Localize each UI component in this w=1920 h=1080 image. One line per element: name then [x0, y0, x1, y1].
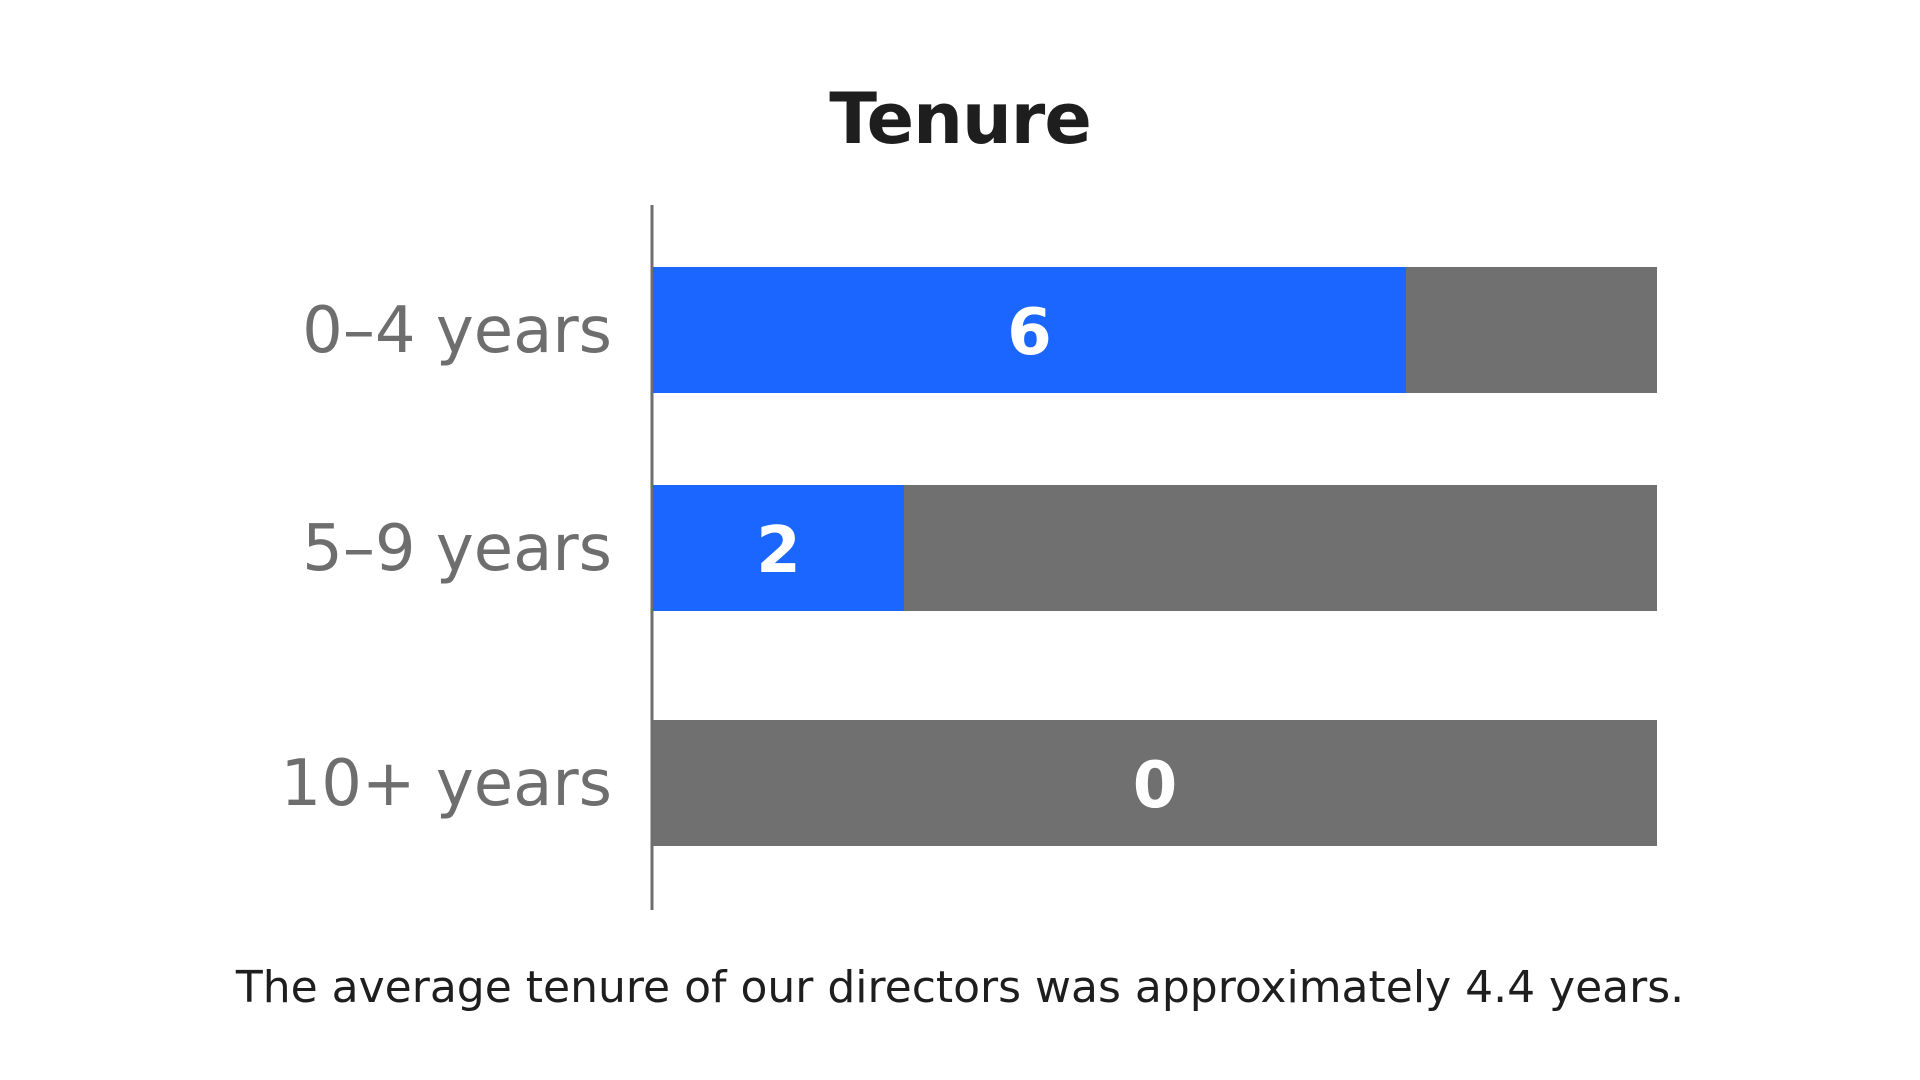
bar-value-label: 0 — [1133, 749, 1178, 823]
bar-value-label: 6 — [1007, 296, 1052, 370]
bar-value-label: 2 — [756, 514, 801, 588]
category-label: 0–4 years — [302, 294, 612, 368]
bar-value — [653, 267, 1406, 393]
category-label: 5–9 years — [302, 512, 612, 586]
bar-value — [653, 485, 904, 611]
chart-title: Tenure — [829, 78, 1092, 160]
bars-group: 0–4 years 6 5–9 years 2 10+ years 0 — [280, 267, 1657, 846]
category-label: 10+ years — [280, 747, 612, 821]
bar-remainder — [653, 720, 1657, 846]
bar-remainder — [904, 485, 1657, 611]
bar-remainder — [1406, 267, 1657, 393]
chart-footnote: The average tenure of our directors was … — [235, 962, 1685, 1013]
